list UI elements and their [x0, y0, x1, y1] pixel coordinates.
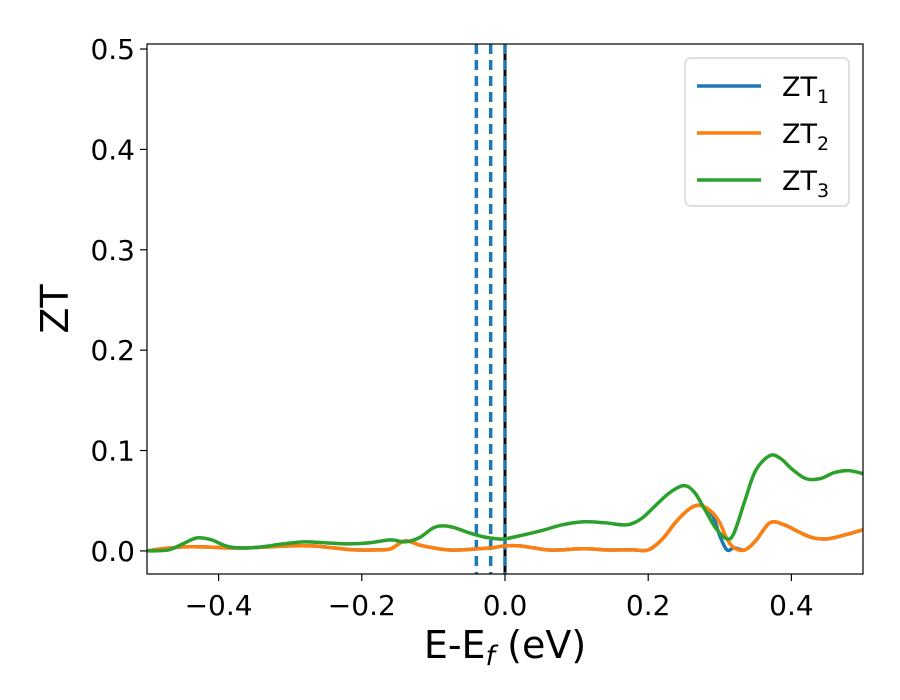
- y-axis-label: ZT: [33, 284, 77, 334]
- vertical-reference-lines: [474, 44, 507, 574]
- y-tick-label: 0.1: [90, 435, 135, 468]
- x-tick-label: 0.0: [483, 589, 528, 622]
- legend-label-subscript: 1: [817, 86, 829, 108]
- x-axis-label-unit: (eV): [495, 623, 586, 667]
- series-layer: [147, 453, 863, 553]
- y-tick-label: 0.0: [90, 535, 135, 568]
- y-tick-label: 0.3: [90, 234, 135, 267]
- x-axis-ticks: −0.4 −0.2 0.0 0.2 0.4: [185, 574, 814, 622]
- legend-label-zt1: ZT1: [782, 72, 829, 108]
- x-axis-label-main: E-E: [424, 623, 486, 667]
- y-axis-ticks: 0.0 0.1 0.2 0.3 0.4 0.5: [90, 33, 147, 568]
- x-axis-label: E-Ef (eV): [424, 623, 586, 672]
- x-tick-label: −0.2: [328, 589, 396, 622]
- y-tick-label: 0.2: [90, 334, 135, 367]
- x-tick-label: −0.4: [185, 589, 253, 622]
- legend-label-subscript: 2: [817, 133, 829, 155]
- plot-content: [147, 44, 863, 574]
- x-tick-label: 0.4: [769, 589, 814, 622]
- legend-label-main: ZT: [782, 119, 817, 150]
- legend-label-main: ZT: [782, 72, 817, 103]
- series-line-zt3: [147, 453, 863, 553]
- x-tick-label: 0.2: [626, 589, 671, 622]
- legend-label-zt2: ZT2: [782, 119, 829, 155]
- series-line-zt2: [147, 503, 863, 553]
- legend-label-subscript: 3: [817, 180, 829, 202]
- legend-label-main: ZT: [782, 166, 817, 197]
- legend-box: [684, 57, 850, 207]
- y-tick-label: 0.4: [90, 133, 135, 166]
- y-tick-label: 0.5: [90, 33, 135, 66]
- legend-label-zt3: ZT3: [782, 166, 829, 202]
